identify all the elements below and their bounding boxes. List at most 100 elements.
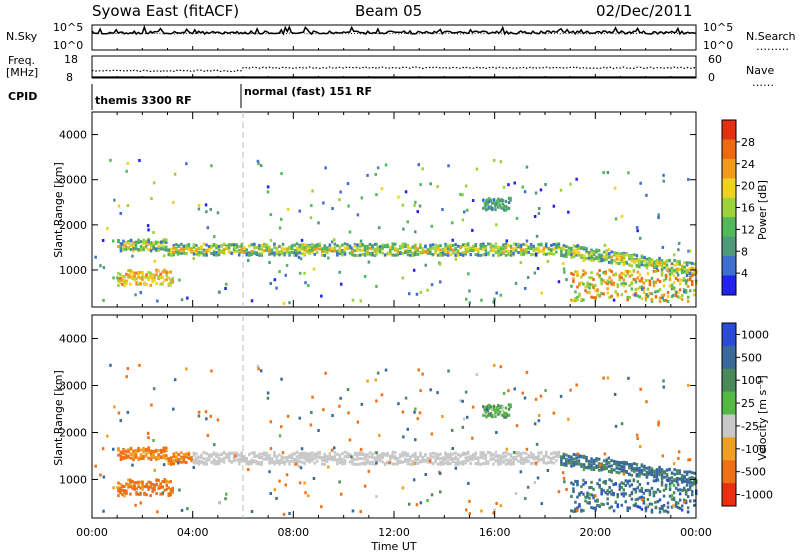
velocity-cell: [153, 488, 156, 492]
power-cell: [417, 163, 420, 167]
velocity-cell: [685, 480, 689, 484]
power-cell: [159, 272, 162, 276]
power-cell: [177, 244, 181, 248]
velocity-cell: [524, 458, 528, 462]
velocity-cell: [454, 461, 457, 465]
velocity-cell: [175, 459, 178, 463]
velocity-cell: [205, 459, 208, 463]
velocity-cell: [404, 451, 407, 455]
velocity-cell: [127, 455, 130, 459]
colorbar-tick-label: 25: [741, 397, 755, 410]
power-cell: [268, 252, 271, 256]
power-cell: [127, 269, 130, 272]
velocity-cell: [610, 470, 613, 474]
power-cell: [592, 251, 596, 255]
power-cell: [673, 263, 676, 267]
velocity-cell: [288, 512, 291, 515]
velocity-cell: [132, 455, 135, 459]
power-cell: [614, 290, 617, 294]
velocity-cell: [230, 451, 233, 455]
velocity-cell: [610, 492, 613, 496]
power-cell: [419, 246, 422, 249]
power-cell: [661, 245, 665, 249]
velocity-cell: [195, 461, 198, 465]
velocity-cell: [300, 456, 304, 460]
velocity-cell: [555, 459, 558, 463]
power-cell: [512, 242, 516, 246]
velocity-cell: [358, 457, 362, 461]
velocity-cell: [142, 456, 145, 460]
power-cell: [670, 262, 674, 266]
power-cell: [227, 249, 231, 252]
velocity-cell: [628, 506, 632, 510]
power-cell: [260, 252, 264, 256]
power-cell: [628, 296, 632, 299]
velocity-cell: [576, 509, 579, 512]
power-cell: [540, 242, 543, 246]
velocity-cell: [192, 454, 196, 458]
power-cell: [157, 244, 160, 248]
power-cell: [545, 252, 548, 256]
velocity-cell: [255, 460, 259, 464]
velocity-cell: [675, 476, 679, 480]
power-cell: [624, 289, 627, 293]
power-cell: [258, 244, 261, 248]
power-cell: [644, 279, 648, 283]
velocity-cell: [514, 492, 518, 495]
velocity-cell: [102, 475, 106, 479]
velocity-cell: [604, 491, 607, 495]
velocity-cell: [204, 410, 208, 414]
power-cell: [122, 248, 125, 252]
power-cell: [650, 292, 654, 296]
velocity-cell: [293, 462, 296, 466]
power-cell: [600, 292, 603, 296]
velocity-cell: [210, 453, 213, 457]
power-cell: [250, 253, 253, 257]
velocity-cell: [240, 453, 243, 456]
power-cell: [683, 265, 686, 269]
power-cell: [574, 290, 577, 294]
power-cell: [348, 230, 352, 234]
power-cell: [375, 242, 378, 246]
power-cell: [162, 245, 165, 249]
velocity-cell: [572, 487, 575, 491]
power-cell: [139, 291, 142, 295]
velocity-cell: [192, 466, 195, 469]
power-cell: [434, 249, 437, 252]
power-cell: [117, 271, 120, 275]
power-cell: [454, 247, 457, 250]
velocity-cell: [665, 468, 669, 472]
power-cell: [124, 241, 128, 245]
velocity-cell: [381, 455, 384, 459]
power-cell: [502, 250, 505, 254]
velocity-cell: [586, 501, 589, 505]
power-cell: [494, 242, 498, 246]
velocity-cell: [672, 491, 676, 495]
velocity-cell: [537, 458, 540, 461]
power-cell: [280, 172, 283, 176]
power-cell: [678, 262, 681, 266]
velocity-cell: [555, 452, 558, 456]
velocity-cell: [429, 388, 432, 392]
power-cell: [263, 244, 266, 248]
power-cell: [673, 268, 676, 272]
power-cell: [532, 248, 535, 252]
power-cell: [493, 297, 496, 301]
power-cell: [486, 198, 490, 202]
velocity-cell: [165, 480, 168, 484]
power-cell: [672, 274, 676, 278]
velocity-cell: [504, 462, 508, 466]
velocity-cell: [689, 485, 692, 489]
power-cell: [217, 253, 221, 257]
power-cell: [424, 250, 427, 253]
power-cell: [353, 249, 357, 253]
velocity-cell: [217, 457, 221, 461]
velocity-cell: [526, 485, 530, 489]
velocity-cell: [634, 498, 638, 502]
power-cell: [675, 262, 679, 266]
velocity-cell: [147, 487, 150, 491]
power-cell: [431, 246, 435, 250]
power-cell: [630, 282, 634, 286]
power-cell: [200, 251, 203, 255]
velocity-cell: [613, 461, 616, 465]
